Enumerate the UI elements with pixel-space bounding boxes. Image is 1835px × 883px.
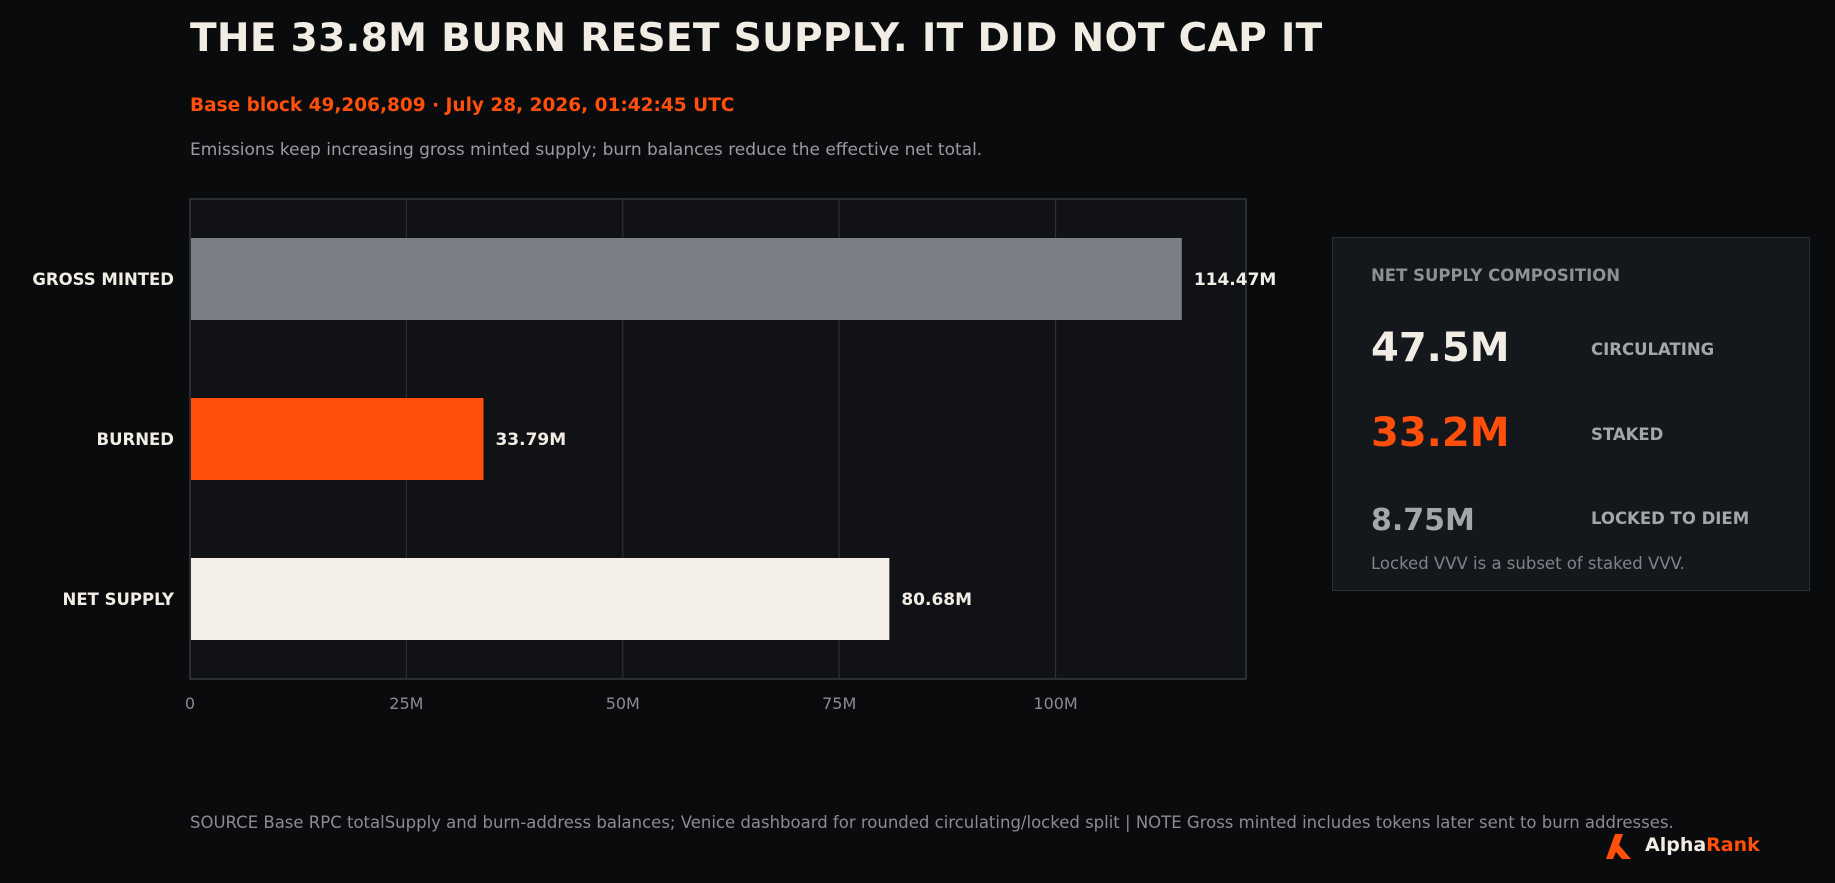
circulating-label: CIRCULATING: [1591, 340, 1715, 359]
brand-wordmark: AlphaRank: [1645, 834, 1760, 856]
x-tick-label: 75M: [822, 694, 856, 713]
alpharank-logo-icon: [1606, 834, 1631, 859]
staked-value: 33.2M: [1371, 410, 1510, 456]
x-tick-label: 100M: [1033, 694, 1077, 713]
source-note: SOURCE Base RPC totalSupply and burn-add…: [190, 813, 1674, 832]
bar: [191, 398, 484, 480]
chart-title: THE 33.8M BURN RESET SUPPLY. IT DID NOT …: [190, 16, 1323, 61]
locked-label: LOCKED TO DIEM: [1591, 509, 1750, 528]
brand-part-rank: Rank: [1706, 834, 1760, 856]
net-supply-composition-panel: NET SUPPLY COMPOSITION 47.5M CIRCULATING…: [1332, 237, 1810, 591]
locked-value: 8.75M: [1371, 503, 1475, 538]
category-label: NET SUPPLY: [63, 590, 175, 609]
chart-description: Emissions keep increasing gross minted s…: [190, 140, 983, 160]
x-tick-label: 25M: [389, 694, 423, 713]
bar: [191, 558, 890, 640]
x-tick-label: 50M: [606, 694, 640, 713]
x-tick-label: 0: [185, 694, 195, 713]
chart-subtitle: Base block 49,206,809 · July 28, 2026, 0…: [190, 95, 735, 116]
staked-label: STAKED: [1591, 425, 1664, 444]
data-label: 114.47M: [1194, 270, 1277, 290]
bar-chart: 0 25M 50M 75M 100M GROSS MINTED 114.47M BURNED 3…: [32, 198, 1277, 713]
bar: [191, 238, 1182, 320]
panel-note: Locked VVV is a subset of staked VVV.: [1371, 554, 1685, 573]
data-label: 33.79M: [495, 430, 566, 450]
circulating-value: 47.5M: [1371, 325, 1510, 371]
panel-title: NET SUPPLY COMPOSITION: [1371, 266, 1621, 285]
brand-part-alpha: Alpha: [1645, 834, 1707, 856]
data-label: 80.68M: [901, 590, 972, 610]
category-label: GROSS MINTED: [32, 270, 174, 289]
category-label: BURNED: [97, 430, 174, 449]
